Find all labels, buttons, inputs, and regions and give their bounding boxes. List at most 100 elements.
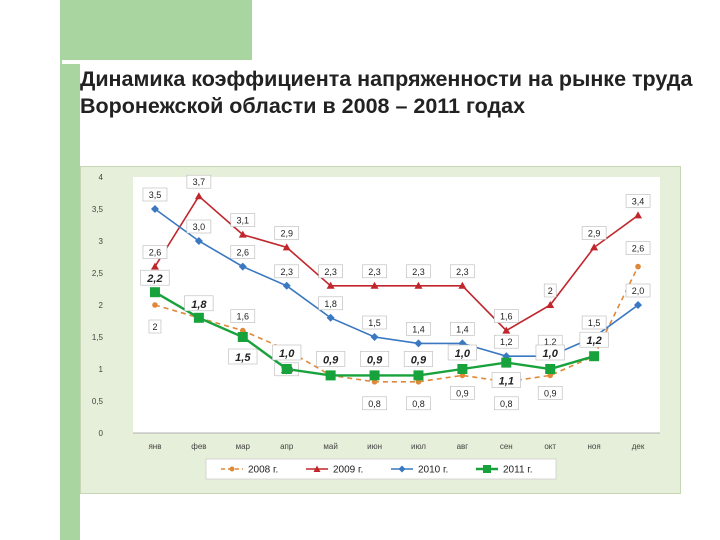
data-label-box [450,322,475,336]
data-point [152,302,158,308]
data-label: 1,5 [588,318,601,328]
data-point [369,370,380,381]
data-point [238,230,247,238]
data-label: 1,5 [368,318,381,328]
data-label: 1,2 [500,337,513,347]
data-label-box [493,309,519,323]
data-label: 2,9 [588,228,601,238]
data-label-box [316,351,346,367]
legend-label: 2011 г. [503,465,533,476]
x-tick-label: фев [191,442,206,451]
data-label: 1,0 [279,348,295,360]
data-point [457,364,468,374]
legend-label: 2009 г. [333,465,363,476]
x-tick-label: ноя [588,442,601,451]
legend-box [205,458,557,480]
data-label: 2,3 [412,267,425,277]
data-point [634,211,643,219]
data-label-box [625,283,651,298]
data-label-box [230,213,256,227]
data-point [281,364,292,374]
data-point [326,313,335,322]
decorative-green-bar-left [60,60,80,540]
data-point [150,205,159,213]
data-label-box [579,331,609,348]
data-label-box [406,264,431,279]
data-label: 3,7 [193,177,206,187]
data-label: 3,0 [193,222,206,232]
y-tick-label: 2,5 [92,269,104,278]
data-label: 2,6 [632,244,645,254]
data-label: 0,9 [411,354,427,366]
data-label: 3,1 [237,216,250,226]
data-label-box [362,396,387,411]
decorative-band [62,60,720,64]
data-point [589,351,600,362]
series-line [154,266,639,383]
data-label-box [318,264,343,279]
data-label: 1,6 [500,312,513,322]
data-point [634,301,643,309]
data-label: 1,4 [412,324,425,334]
data-label: 2,2 [146,273,162,285]
data-label: 0,9 [323,354,339,366]
data-point [414,281,423,289]
data-point [546,301,555,308]
data-label: 3,4 [632,196,645,206]
data-label: 1,2 [586,335,601,347]
x-tick-label: окт [544,442,556,451]
data-label-box [230,245,256,259]
data-label: 0,9 [456,388,469,398]
data-label: 1,0 [543,348,559,360]
data-point [458,281,467,289]
series-2011 г.: 2,21,81,5 1,00,9 0,9 0,91,01,11,01,2 [140,269,609,388]
data-label-box [186,174,212,189]
data-label-box [493,334,519,349]
data-point [237,332,248,342]
data-point [414,339,423,348]
x-tick-label: сен [500,442,513,451]
data-point [194,192,203,200]
slide-title: Динамика коэффициента напряженности на р… [80,67,693,118]
data-label: 1,8 [324,299,337,309]
data-point [282,281,291,290]
data-label-box [318,296,343,311]
y-tick-label: 3 [99,237,104,246]
chart-frame: 0 0,5 1 1,5 2 2,5 3 3,5 4 янв фев мар апр май июн июл ав… [80,166,681,494]
y-tick-label: 4 [99,173,104,182]
data-label: 0,8 [500,399,513,409]
data-label: 2,6 [237,248,250,258]
data-label: 1,0 [455,348,471,360]
legend-label: 2010 г. [418,465,448,476]
data-label-box [186,219,212,234]
x-tick-label: май [323,442,337,451]
y-tick-label: 0,5 [92,397,104,406]
x-tick-label: авг [457,442,469,451]
data-label-box [581,315,607,330]
data-label-box [493,396,519,411]
data-label: 1,8 [191,299,207,311]
data-point [282,243,291,251]
data-label-box [140,269,170,286]
series-line [154,194,639,332]
data-label-box [362,315,387,330]
data-label-box [142,245,168,259]
plot-area [133,177,660,433]
data-point [149,287,160,298]
data-point [326,281,335,289]
x-tick-label: июл [411,442,426,451]
x-tick-label: мар [236,442,251,451]
legend-marker [398,465,406,473]
legend: 2008 г. 2009 г. 2010 г. 2011 г. [205,458,557,480]
data-point [370,281,379,289]
data-label-box [535,344,565,361]
data-point [325,370,336,381]
x-tick-label: дек [632,442,645,451]
legend-marker [229,466,235,472]
data-label: 0,9 [544,388,557,398]
legend-marker [313,465,321,472]
data-label: 2,0 [632,286,645,296]
data-point [413,370,424,381]
data-label-box [581,226,607,240]
data-label: 1,2 [544,337,557,347]
